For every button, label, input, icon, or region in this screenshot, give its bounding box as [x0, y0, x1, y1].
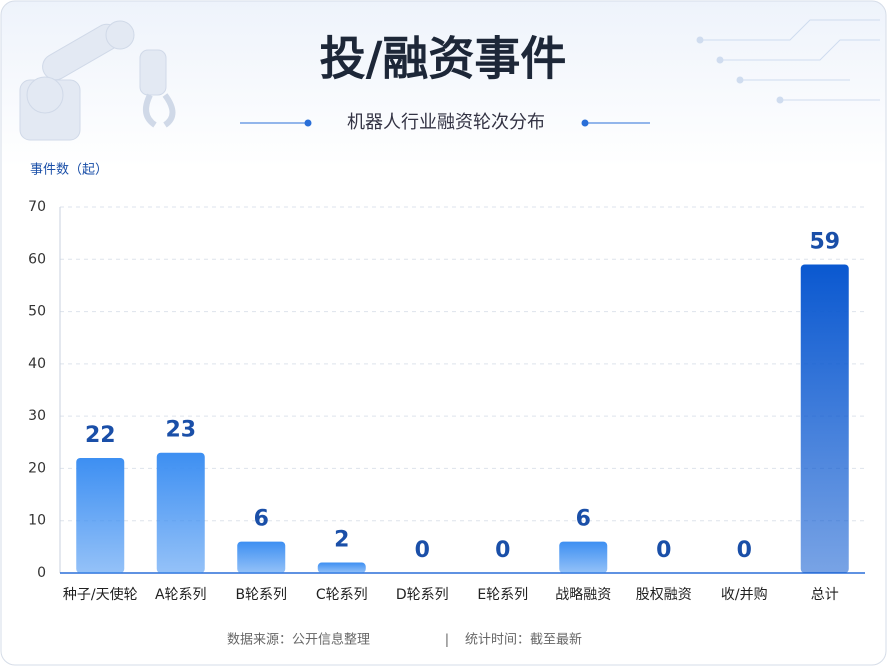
y-tick-label: 60 — [28, 251, 46, 267]
y-tick-label: 0 — [37, 565, 46, 581]
bar — [800, 264, 849, 573]
bar — [76, 457, 125, 573]
x-tick-label: 收/并购 — [721, 587, 768, 603]
bar — [237, 541, 286, 573]
value-label: 6 — [576, 507, 591, 532]
y-tick-label: 40 — [28, 356, 46, 372]
y-tick-label: 20 — [28, 460, 46, 476]
x-tick-label: 股权融资 — [636, 587, 692, 603]
y-tick-label: 10 — [28, 513, 46, 529]
circuit-decoration — [696, 19, 880, 104]
y-tick-label: 30 — [28, 408, 46, 424]
chart-subtitle: 机器人行业融资轮次分布 — [347, 112, 545, 133]
y-tick-label: 50 — [28, 304, 46, 320]
x-tick-label: A轮系列 — [155, 587, 207, 603]
footer-note: 统计时间：截至最新 — [465, 632, 582, 648]
value-label: 0 — [495, 538, 510, 563]
footer-separator: | — [445, 633, 449, 648]
bar — [559, 541, 608, 573]
x-tick-label: 总计 — [811, 587, 839, 603]
x-tick-label: 战略融资 — [555, 587, 611, 603]
robot-arm-decoration — [19, 20, 176, 141]
value-label: 0 — [737, 538, 752, 563]
value-label: 59 — [809, 230, 840, 255]
x-tick-label: E轮系列 — [477, 587, 528, 603]
x-tick-label: B轮系列 — [235, 587, 287, 603]
x-tick-label: 种子/天使轮 — [63, 586, 138, 603]
value-label: 6 — [254, 507, 269, 532]
x-tick-label: C轮系列 — [316, 587, 368, 603]
subtitle-decoration — [240, 119, 650, 127]
y-tick-label: 70 — [28, 199, 46, 215]
value-label: 22 — [85, 423, 116, 448]
value-label: 23 — [165, 418, 196, 443]
value-label: 0 — [656, 538, 671, 563]
y-axis-label: 事件数（起） — [30, 163, 108, 178]
x-tick-label: D轮系列 — [396, 587, 449, 603]
bar — [156, 452, 205, 573]
value-label: 2 — [334, 528, 349, 553]
chart-title: 投/融资事件 — [320, 32, 567, 86]
bar — [317, 562, 366, 573]
footer-source: 数据来源：公开信息整理 — [227, 632, 370, 648]
value-label: 0 — [415, 538, 430, 563]
